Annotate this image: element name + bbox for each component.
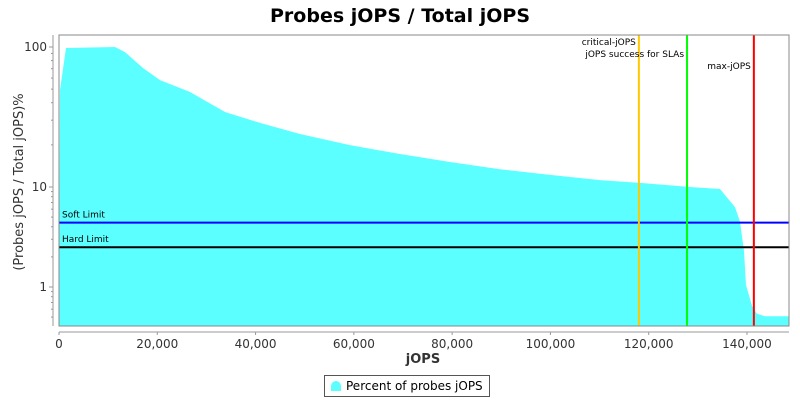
y-axis-label: (Probes jOPS / Total jOPS)%	[12, 93, 27, 270]
y-tick-label: 100	[24, 40, 47, 54]
x-tick-label: 0	[55, 337, 63, 351]
vertical-marker-label: max-jOPS	[707, 62, 751, 72]
vertical-marker-label: jOPS success for SLAs	[584, 50, 684, 60]
chart-title: Probes jOPS / Total jOPS	[270, 5, 530, 27]
x-tick-label: 80,000	[431, 337, 473, 351]
vertical-marker-label: critical-jOPS	[582, 38, 636, 48]
x-tick-label: 40,000	[235, 337, 277, 351]
legend: Percent of probes jOPS	[324, 375, 490, 397]
horizontal-marker-label: Hard Limit	[62, 235, 109, 245]
plot-border	[58, 34, 790, 327]
horizontal-marker-label: Soft Limit	[62, 211, 105, 221]
x-tick-label: 120,000	[624, 337, 674, 351]
legend-swatch	[331, 381, 341, 391]
legend-label: Percent of probes jOPS	[346, 379, 483, 393]
x-tick-label: 140,000	[722, 337, 772, 351]
x-axis-label: jOPS	[405, 352, 440, 367]
y-tick-label: 1	[39, 280, 47, 294]
y-tick-label: 10	[32, 180, 47, 194]
x-tick-label: 20,000	[136, 337, 178, 351]
area-series	[59, 47, 789, 326]
x-tick-label: 60,000	[333, 337, 375, 351]
x-tick-label: 100,000	[526, 337, 576, 351]
